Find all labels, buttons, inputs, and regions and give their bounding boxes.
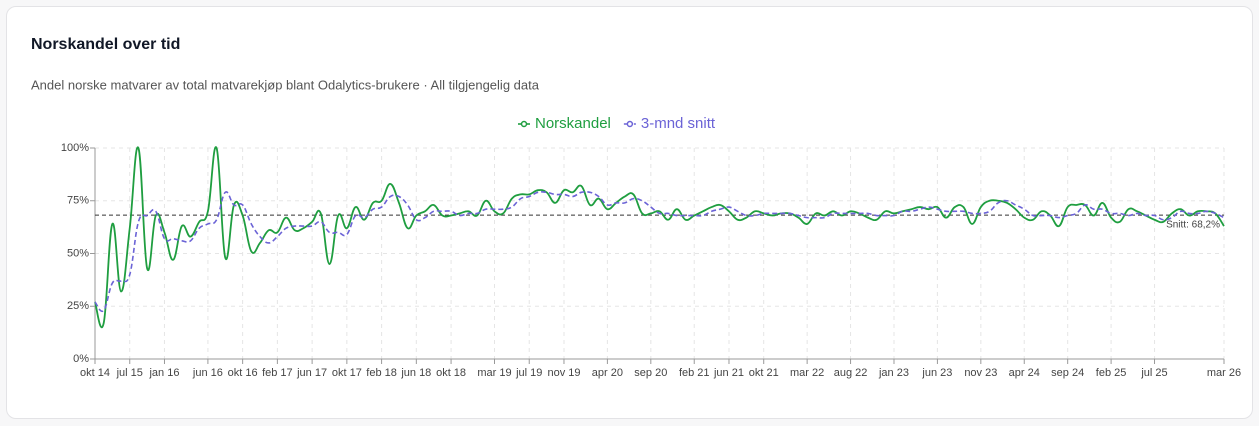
- y-tick-label: 100%: [61, 142, 89, 154]
- x-tick-label: okt 21: [749, 367, 779, 379]
- x-tick-label: sep 20: [634, 367, 667, 379]
- chart-title: Norskandel over tid: [31, 36, 180, 53]
- legend-label: 3-mnd snitt: [641, 115, 716, 132]
- legend-label: Norskandel: [535, 115, 611, 132]
- x-tick-label: mar 22: [790, 367, 824, 379]
- x-tick-label: jan 16: [148, 367, 179, 379]
- x-tick-label: okt 18: [436, 367, 466, 379]
- x-tick-label: sep 24: [1051, 367, 1084, 379]
- series-line: [94, 190, 1225, 313]
- x-tick-label: nov 19: [547, 367, 580, 379]
- x-tick-label: feb 25: [1096, 367, 1127, 379]
- x-tick-label: feb 17: [262, 367, 293, 379]
- x-tick-label: jun 16: [192, 367, 223, 379]
- x-tick-label: feb 18: [366, 367, 397, 379]
- y-tick-label: 0%: [73, 353, 89, 365]
- x-tick-label: jun 23: [921, 367, 952, 379]
- legend: Norskandel 3-mnd snitt: [518, 115, 716, 132]
- x-tick-label: jun 18: [400, 367, 431, 379]
- y-tick-label: 50%: [67, 247, 89, 259]
- x-tick-label: jun 17: [296, 367, 327, 379]
- legend-marker-dot: [520, 120, 528, 128]
- x-tick-label: jan 23: [878, 367, 909, 379]
- series-line: [94, 146, 1225, 328]
- average-label: Snitt: 68,2%: [1166, 220, 1220, 231]
- x-tick-label: okt 16: [228, 367, 258, 379]
- x-tick-label: jul 15: [116, 367, 143, 379]
- x-tick-label: okt 14: [80, 367, 110, 379]
- y-tick-label: 75%: [67, 195, 89, 207]
- x-tick-label: mar 19: [477, 367, 511, 379]
- chart-subtitle: Andel norske matvarer av total matvarekj…: [31, 77, 540, 92]
- x-tick-label: feb 21: [679, 367, 710, 379]
- x-tick-label: apr 24: [1009, 367, 1040, 379]
- x-tick-label: mar 26: [1207, 367, 1241, 379]
- x-tick-label: okt 17: [332, 367, 362, 379]
- x-tick-label: nov 23: [964, 367, 997, 379]
- x-tick-label: apr 20: [592, 367, 623, 379]
- legend-item[interactable]: 3-mnd snitt: [623, 115, 716, 132]
- x-tick-label: jul 25: [1140, 367, 1167, 379]
- x-tick-label: jun 21: [713, 367, 744, 379]
- y-tick-label: 25%: [67, 300, 89, 312]
- x-tick-label: aug 22: [834, 367, 868, 379]
- legend-marker-dot: [626, 120, 634, 128]
- legend-item[interactable]: Norskandel: [518, 115, 611, 132]
- x-tick-label: jul 19: [515, 367, 542, 379]
